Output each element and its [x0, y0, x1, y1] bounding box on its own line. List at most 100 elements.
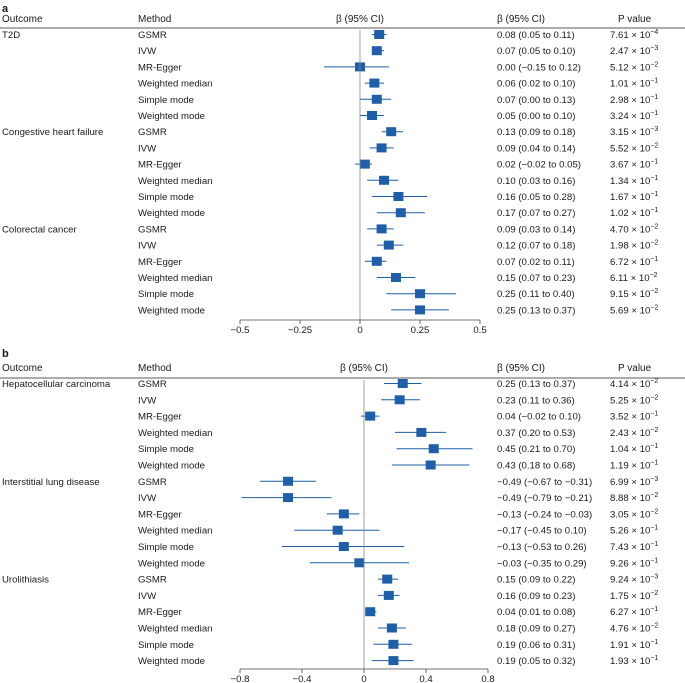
- p-value-exponent: −2: [650, 223, 658, 230]
- p-value-mantissa: 5.52: [610, 143, 629, 154]
- p-value-exponent: −1: [650, 78, 658, 85]
- beta-ci-text: 0.16 (0.09 to 0.23): [497, 591, 575, 602]
- p-value-times-ten: × 10: [629, 30, 651, 41]
- p-value-exponent: −2: [650, 288, 658, 295]
- x-axis-tick-label: −0.8: [231, 674, 250, 683]
- p-value-mantissa: 1.67: [610, 192, 629, 203]
- point-estimate-marker: [369, 78, 380, 88]
- beta-ci-text: 0.15 (0.07 to 0.23): [497, 273, 575, 284]
- point-estimate-marker: [376, 143, 387, 153]
- x-axis-tick-label: 0.5: [473, 325, 486, 336]
- beta-ci-text: 0.08 (0.05 to 0.11): [497, 30, 575, 41]
- x-axis-tick-label: −0.5: [231, 325, 250, 336]
- method-label: GSMR: [138, 224, 167, 235]
- x-axis-tick-label: 0.8: [481, 674, 494, 683]
- header-p-value: P value: [618, 363, 652, 374]
- p-value-times-ten: × 10: [629, 640, 651, 651]
- point-estimate-marker: [386, 127, 397, 137]
- p-value-times-ten: × 10: [629, 192, 651, 203]
- p-value: 2.43 × 10−2: [610, 427, 658, 439]
- p-value-times-ten: × 10: [628, 273, 650, 284]
- p-value: 1.93 × 10−1: [610, 655, 658, 667]
- point-estimate-marker: [391, 273, 401, 282]
- p-value: 6.99 × 10−3: [610, 476, 658, 488]
- p-value-exponent: −2: [650, 427, 658, 434]
- p-value-times-ten: × 10: [629, 257, 651, 268]
- p-value-mantissa: 7.61: [610, 30, 629, 41]
- method-label: IVW: [138, 493, 157, 504]
- panel-letter: b: [2, 348, 9, 360]
- header-p-value: P value: [618, 14, 652, 25]
- p-value-mantissa: 4.14: [610, 379, 629, 390]
- p-value: 1.02 × 10−1: [610, 207, 658, 219]
- beta-ci-text: 0.45 (0.21 to 0.70): [497, 444, 575, 455]
- method-label: IVW: [138, 241, 157, 252]
- method-label: MR-Egger: [138, 509, 183, 520]
- p-value-exponent: −2: [650, 394, 658, 401]
- p-value-mantissa: 1.19: [610, 461, 629, 472]
- method-label: Weighted mode: [138, 111, 205, 122]
- p-value-mantissa: 1.93: [610, 656, 629, 667]
- p-value-times-ten: × 10: [629, 224, 651, 235]
- header-outcome: Outcome: [2, 14, 43, 25]
- beta-ci-text: 0.25 (0.13 to 0.37): [497, 305, 575, 316]
- header-method: Method: [138, 14, 171, 25]
- p-value: 1.98 × 10−2: [610, 240, 658, 252]
- p-value-times-ten: × 10: [629, 143, 651, 154]
- point-estimate-marker: [332, 525, 343, 535]
- p-value-exponent: −4: [650, 29, 658, 36]
- outcome-label: T2D: [2, 30, 20, 41]
- p-value-mantissa: 1.04: [610, 444, 629, 455]
- p-value: 1.04 × 10−1: [610, 443, 658, 455]
- p-value-times-ten: × 10: [629, 79, 651, 90]
- outcome-label: Congestive heart failure: [2, 127, 103, 138]
- point-estimate-marker: [365, 607, 376, 617]
- method-label: Weighted mode: [138, 558, 205, 569]
- p-value: 8.88 × 10−2: [610, 492, 658, 504]
- point-estimate-marker: [428, 444, 439, 454]
- beta-ci-text: 0.23 (0.11 to 0.36): [497, 395, 575, 406]
- method-label: Simple mode: [138, 444, 194, 455]
- method-label: GSMR: [138, 379, 167, 390]
- beta-ci-text: 0.10 (0.03 to 0.16): [497, 176, 575, 187]
- method-label: Weighted median: [138, 428, 213, 439]
- p-value-times-ten: × 10: [629, 493, 651, 504]
- point-estimate-marker: [379, 175, 389, 185]
- p-value-mantissa: 6.72: [610, 257, 629, 268]
- p-value-mantissa: 8.88: [610, 493, 629, 504]
- p-value-exponent: −3: [650, 126, 658, 133]
- header-outcome: Outcome: [2, 363, 43, 374]
- point-estimate-marker: [415, 305, 425, 315]
- p-value-exponent: −1: [650, 639, 658, 646]
- p-value: 4.70 × 10−2: [610, 223, 658, 235]
- p-value-times-ten: × 10: [629, 607, 651, 618]
- beta-ci-text: 0.17 (0.07 to 0.27): [497, 208, 575, 219]
- p-value-exponent: −2: [650, 508, 658, 515]
- point-estimate-marker: [386, 623, 397, 633]
- point-estimate-marker: [365, 411, 376, 421]
- method-label: Weighted mode: [138, 305, 205, 316]
- p-value-times-ten: × 10: [629, 46, 651, 57]
- p-value-times-ten: × 10: [629, 591, 651, 602]
- p-value-times-ten: × 10: [629, 412, 651, 423]
- p-value-exponent: −2: [650, 378, 658, 385]
- p-value: 9.24 × 10−3: [610, 574, 658, 586]
- p-value-times-ten: × 10: [629, 62, 651, 73]
- p-value-mantissa: 1.91: [610, 640, 629, 651]
- p-value-mantissa: 3.24: [610, 111, 629, 122]
- panel-letter: a: [2, 3, 9, 15]
- p-value-mantissa: 4.76: [610, 624, 629, 635]
- header-beta-column: β (95% CI): [497, 14, 545, 25]
- point-estimate-marker: [371, 256, 382, 266]
- p-value-mantissa: 3.05: [610, 509, 629, 520]
- p-value: 1.34 × 10−1: [610, 175, 658, 187]
- beta-ci-text: −0.13 (−0.53 to 0.26): [497, 542, 587, 553]
- p-value-exponent: −1: [650, 606, 658, 613]
- beta-ci-text: 0.09 (0.04 to 0.14): [497, 143, 575, 154]
- outcome-label: Hepatocellular carcinoma: [2, 379, 111, 390]
- p-value: 1.01 × 10−1: [610, 78, 658, 90]
- point-estimate-marker: [338, 509, 349, 519]
- p-value-mantissa: 2.43: [610, 428, 629, 439]
- p-value-exponent: −1: [650, 460, 658, 467]
